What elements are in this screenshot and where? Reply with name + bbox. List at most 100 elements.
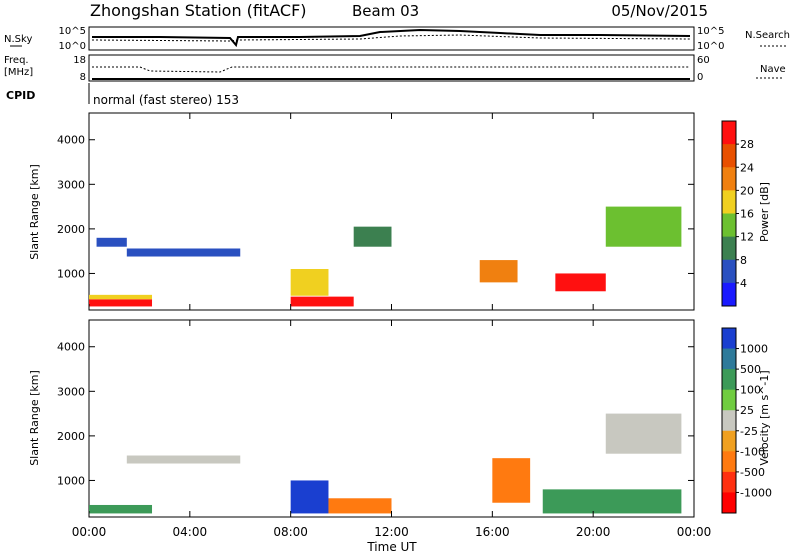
velocity-colorbar-swatch-8 [722,492,736,514]
power-colorbar-tick-label-0: 4 [740,277,747,290]
velocity-colorbar-tick-label-3: 25 [740,404,754,417]
velocity-colorbar-label: Velocity [m s^-1] [758,370,771,465]
velocity-colorbar-swatch-6 [722,451,736,473]
velocity-heatmap: 1000 2000 3000 4000 [57,319,695,518]
power-echo-band-9 [605,206,682,247]
power-colorbar-swatch-1 [722,144,736,168]
velocity-colorbar-frame [721,327,737,514]
power-colorbar-tick-label-4: 20 [740,184,754,197]
power-echo-band-7 [479,260,518,283]
freq-panel-frame [88,54,695,82]
velocity-colorbar-tick-label-4: -25 [740,425,758,438]
date-label: 05/Nov/2015 [611,2,708,20]
power-colorbar-tick-label-2: 12 [740,231,754,244]
beam-label: Beam 03 [352,2,419,20]
cpid-label: CPID [6,89,35,102]
xtick-label-0: 00:00 [72,525,107,539]
xtick-label-3: 12:00 [374,525,409,539]
freq-tick-bottom: 8 [80,72,86,83]
power-ytick-label-1: 2000 [57,223,85,236]
time-axis-label: Time UT [366,540,417,554]
velocity-colorbar-swatch-5 [722,430,736,452]
power-colorbar-tick-label-1: 8 [740,254,747,267]
velocity-colorbar-swatch-2 [722,369,736,391]
velocity-echo-band-0 [89,504,153,514]
velocity-echo-band-3 [328,498,392,514]
power-echo-band-2 [96,237,127,247]
velocity-ytick-label-1: 2000 [57,430,85,443]
freq-label: Freq. [4,55,29,66]
power-echo-band-0 [89,299,153,307]
power-colorbar-label: Power [dB] [758,182,771,242]
nave-trace [92,66,690,73]
freq-tick-top: 18 [73,55,86,66]
power-ylabel: Slant Range [km] [28,164,41,260]
power-echo-band-6 [353,226,392,247]
velocity-ytick-label-3: 4000 [57,341,85,354]
power-echo-band-4 [290,296,354,307]
velocity-echo-band-6 [605,413,682,454]
nsky-trace [92,28,691,48]
power-ytick-label-2: 3000 [57,178,85,191]
nsearch-tick-top: 10^5 [697,26,724,37]
xtick-label-5: 20:00 [576,525,611,539]
power-colorbar-tick-label-6: 28 [740,138,754,151]
nsearch-tick-bottom: 10^0 [697,41,724,52]
power-colorbar-swatch-5 [722,236,736,261]
velocity-echo-band-5 [542,489,682,514]
velocity-colorbar: 1000 500 100 25 -25 -100 -500 -1000 [721,327,772,514]
power-echo-band-3 [126,248,241,257]
xtick-label-2: 08:00 [273,525,308,539]
velocity-colorbar-tick-label-0: 1000 [740,343,768,356]
nsky-panel-frame [88,26,695,51]
nsearch-trace [91,34,691,42]
nave-tick-bottom: 0 [697,72,703,83]
power-colorbar-swatch-0 [722,121,736,145]
velocity-echo-band-1 [126,455,241,464]
power-echo-band-1 [89,294,153,300]
velocity-echo-band-4 [492,458,531,503]
nsearch-label: N.Search [745,30,790,41]
velocity-colorbar-tick-label-7: -1000 [740,486,772,499]
station-title: Zhongshan Station (fitACF) [90,1,307,20]
velocity-ytick-label-2: 3000 [57,385,85,398]
power-colorbar-swatch-7 [722,282,736,307]
nsky-label: N.Sky [4,34,32,45]
velocity-plot-area [88,319,695,518]
velocity-ylabel: Slant Range [km] [28,370,41,466]
cpid-text: normal (fast stereo) 153 [93,93,239,107]
power-colorbar-swatch-2 [722,167,736,191]
velocity-colorbar-swatch-1 [722,348,736,370]
freq-unit-label: [MHz] [4,67,33,78]
power-colorbar-tick-label-5: 24 [740,161,754,174]
time-axis: 00:00 04:00 08:00 12:00 16:00 20:00 00:00 [72,113,712,539]
power-colorbar-swatch-4 [722,213,736,238]
velocity-colorbar-swatch-4 [722,410,736,432]
power-colorbar: 4 8 12 16 20 24 28 [721,120,754,307]
velocity-ytick-label-0: 1000 [57,474,85,487]
power-ytick-label-0: 1000 [57,267,85,280]
xtick-label-6: 00:00 [677,525,712,539]
xtick-label-1: 04:00 [173,525,208,539]
power-colorbar-swatch-3 [722,190,736,214]
velocity-colorbar-tick-label-5: -100 [740,445,765,458]
velocity-colorbar-swatch-3 [722,389,736,411]
power-heatmap: 1000 2000 3000 4000 [57,112,695,311]
power-ytick-label-3: 4000 [57,134,85,147]
nsky-tick-top: 10^5 [59,26,86,37]
power-colorbar-tick-label-3: 16 [740,208,754,221]
nave-label: Nave [760,64,786,75]
velocity-colorbar-swatch-0 [722,328,736,350]
power-colorbar-swatch-6 [722,259,736,284]
power-echo-band-5 [290,268,329,296]
power-echo-band-8 [555,273,606,292]
velocity-colorbar-tick-label-6: -500 [740,466,765,479]
velocity-echo-band-2 [290,480,329,514]
velocity-colorbar-tick-label-1: 500 [740,363,761,376]
nsky-tick-bottom: 10^0 [59,41,86,52]
xtick-label-4: 16:00 [475,525,510,539]
nave-tick-top: 60 [697,55,710,66]
velocity-colorbar-tick-label-2: 100 [740,384,761,397]
velocity-colorbar-swatch-7 [722,471,736,493]
